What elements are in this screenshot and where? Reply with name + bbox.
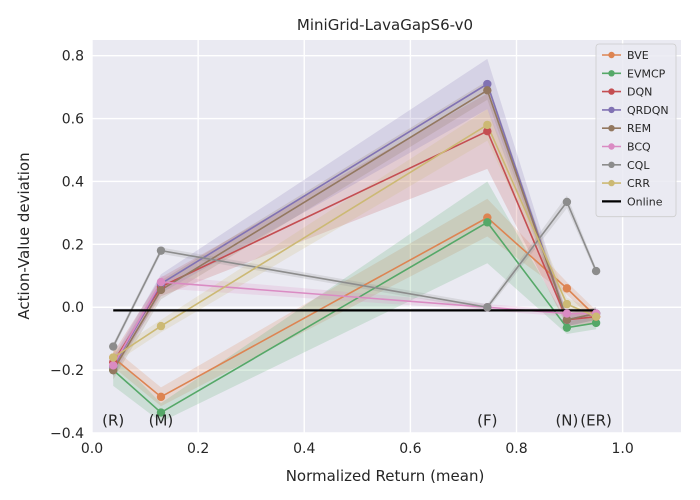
y-tick-labels: −0.4 −0.2 0.0 0.2 0.4 0.6 0.8 <box>50 49 84 442</box>
data-point-crr <box>156 321 166 331</box>
x-tick-labels: 0.0 0.2 0.4 0.6 0.8 1.0 <box>81 441 634 457</box>
data-point-rem <box>562 315 572 325</box>
legend-entry-dqn: DQN <box>627 86 652 99</box>
data-point-bcq <box>562 309 572 318</box>
data-point-qrdqn <box>483 79 492 89</box>
legend: BVE EVMCP DQN QRDQN REM BCQ CQL CRR Online <box>595 43 677 218</box>
y-tick-label: 0.6 <box>62 112 84 128</box>
data-point-evmcp <box>562 323 572 332</box>
x-tick-label: 0.2 <box>187 441 209 457</box>
legend-swatch-marker <box>608 179 615 187</box>
y-tick-label: 0.2 <box>62 237 84 253</box>
x-tick-label: 1.0 <box>611 441 633 457</box>
legend-entry-cql: CQL <box>627 159 650 172</box>
annotation-label: (F) <box>477 411 497 429</box>
legend-swatch-marker <box>608 106 615 114</box>
data-point-evmcp <box>483 218 492 227</box>
legend-entry-online: Online <box>627 195 663 208</box>
data-point-cql <box>562 197 572 207</box>
data-point-cql <box>156 246 166 255</box>
x-tick-label: 0.0 <box>81 441 103 457</box>
legend-entry-rem: REM <box>627 122 651 135</box>
data-point-bcq <box>109 361 118 370</box>
annotation-label: (ER) <box>580 411 612 429</box>
data-point-bcq <box>156 277 166 287</box>
x-tick-label: 0.4 <box>293 441 315 457</box>
legend-box <box>595 43 677 218</box>
legend-swatch-marker <box>608 51 615 59</box>
band-dqn <box>113 93 597 372</box>
annotations: (R) (M) (F) (N) (ER) <box>102 411 612 429</box>
data-point-cql <box>483 303 492 312</box>
data-point-rem <box>156 285 166 295</box>
data-point-rem <box>483 86 492 95</box>
legend-entry-bcq: BCQ <box>627 141 651 154</box>
legend-swatch-marker <box>608 70 615 77</box>
y-tick-label: −0.2 <box>50 363 84 379</box>
annotation-label: (R) <box>102 411 124 429</box>
data-point-crr <box>109 353 118 362</box>
legend-swatch-marker <box>608 88 615 95</box>
legend-swatch-marker <box>608 161 615 168</box>
band-evmcp <box>113 181 597 422</box>
y-axis-label: Action-Value deviation <box>15 152 33 319</box>
chart-title: MiniGrid-LavaGapS6-v0 <box>297 16 473 34</box>
data-point-cql <box>109 342 118 351</box>
y-tick-label: −0.4 <box>50 426 84 442</box>
x-tick-label: 0.8 <box>505 441 527 457</box>
legend-swatch-marker <box>608 125 615 132</box>
series-points <box>109 79 601 417</box>
legend-entry-evmcp: EVMCP <box>627 67 666 80</box>
legend-swatch-marker <box>608 143 615 150</box>
data-point-cql <box>591 266 601 276</box>
x-axis-label: Normalized Return (mean) <box>286 467 485 485</box>
data-point-crr <box>483 120 492 130</box>
data-point-bve <box>562 284 572 293</box>
data-point-crr <box>591 312 601 321</box>
y-tick-label: 0.8 <box>62 49 84 65</box>
legend-entry-qrdqn: QRDQN <box>627 104 669 117</box>
annotation-label: (M) <box>149 411 174 429</box>
data-point-evmcp <box>591 318 601 328</box>
y-tick-label: 0.0 <box>62 300 84 316</box>
data-point-dqn <box>483 126 492 136</box>
y-tick-label: 0.4 <box>62 174 84 190</box>
legend-entry-bve: BVE <box>627 49 649 62</box>
data-point-crr <box>562 299 572 309</box>
data-point-evmcp <box>156 408 166 417</box>
plot-area <box>92 40 681 433</box>
data-point-bve <box>156 392 166 402</box>
annotation-label: (N) <box>555 411 578 429</box>
band-bve <box>113 198 597 407</box>
legend-entry-crr: CRR <box>627 177 650 190</box>
x-tick-label: 0.6 <box>399 441 421 457</box>
